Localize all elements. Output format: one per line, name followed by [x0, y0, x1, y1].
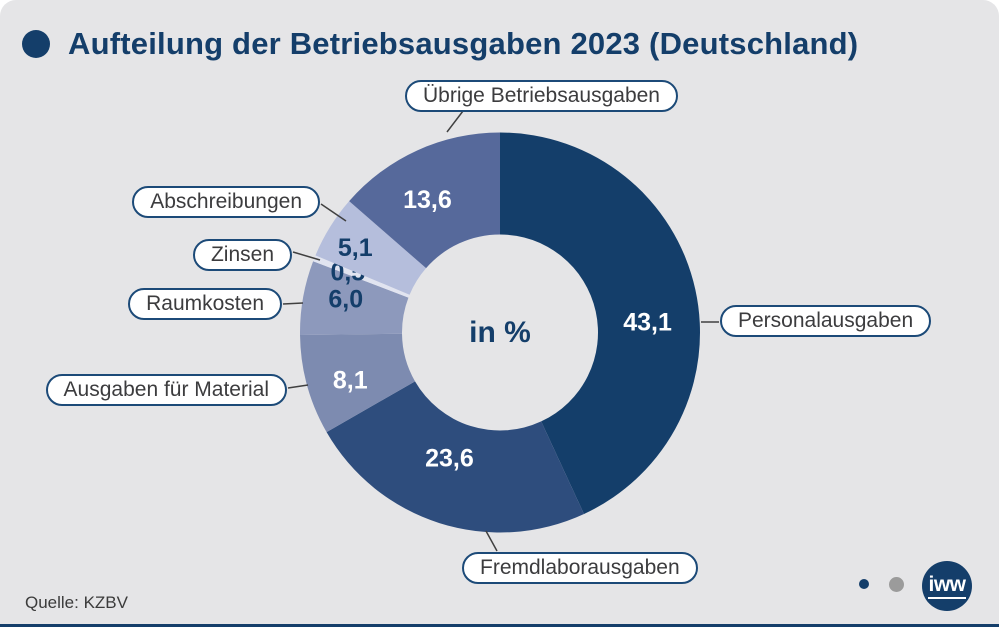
- segment-value-raumkosten: 6,0: [328, 285, 363, 313]
- pager-dot-inactive[interactable]: [889, 577, 904, 592]
- source-text: Quelle: KZBV: [25, 593, 128, 612]
- callout-ubrige-betriebsausgaben: Übrige Betriebsausgaben: [405, 80, 678, 112]
- callout-line-fremdlaborausgaben: [485, 530, 498, 552]
- bottom-accent-bar: [0, 624, 999, 627]
- segment-value-fremdlaborausgaben: 23,6: [425, 445, 474, 473]
- donut-segment-personalausgaben: [500, 132, 701, 514]
- callout-line-abschreibungen: [320, 203, 347, 222]
- callout-zinsen: Zinsen: [192, 239, 292, 271]
- segment-value-personalausgaben: 43,1: [623, 308, 672, 336]
- callout-ausgaben-fur-material: Ausgaben für Material: [45, 374, 287, 406]
- iww-logo[interactable]: iww: [922, 561, 972, 611]
- callout-line-ubrige-betriebsausgaben: [446, 110, 464, 133]
- donut-segment-ausgaben-fur-material: [300, 333, 416, 433]
- donut-segment-ubrige-betriebsausgaben: [349, 132, 500, 269]
- page-title: Aufteilung der Betriebsausgaben 2023 (De…: [68, 26, 859, 61]
- donut-segment-raumkosten: [300, 261, 409, 336]
- title-bullet-icon: [22, 30, 50, 58]
- iww-logo-text: iww: [928, 574, 966, 599]
- segment-value-abschreibungen: 5,1: [338, 234, 373, 262]
- callout-abschreibungen: Abschreibungen: [132, 186, 320, 218]
- callout-line-zinsen: [292, 251, 321, 261]
- callout-line-raumkosten: [282, 302, 304, 305]
- callout-fremdlaborausgaben: Fremdlaborausgaben: [462, 552, 698, 584]
- segment-value-ubrige-betriebsausgaben: 13,6: [403, 186, 452, 214]
- callout-personalausgaben: Personalausgaben: [720, 305, 932, 337]
- pager-dot-active[interactable]: [859, 579, 869, 589]
- donut-center-label: in %: [469, 316, 531, 349]
- header: Aufteilung der Betriebsausgaben 2023 (De…: [22, 26, 858, 62]
- donut-segment-fremdlaborausgaben: [326, 381, 585, 533]
- donut-segment-zinsen: [313, 255, 410, 298]
- segment-value-ausgaben-fur-material: 8,1: [333, 367, 368, 395]
- donut-segment-abschreibungen: [315, 201, 427, 295]
- callout-line-ausgaben-fur-material: [287, 384, 309, 389]
- callout-raumkosten: Raumkosten: [128, 288, 282, 320]
